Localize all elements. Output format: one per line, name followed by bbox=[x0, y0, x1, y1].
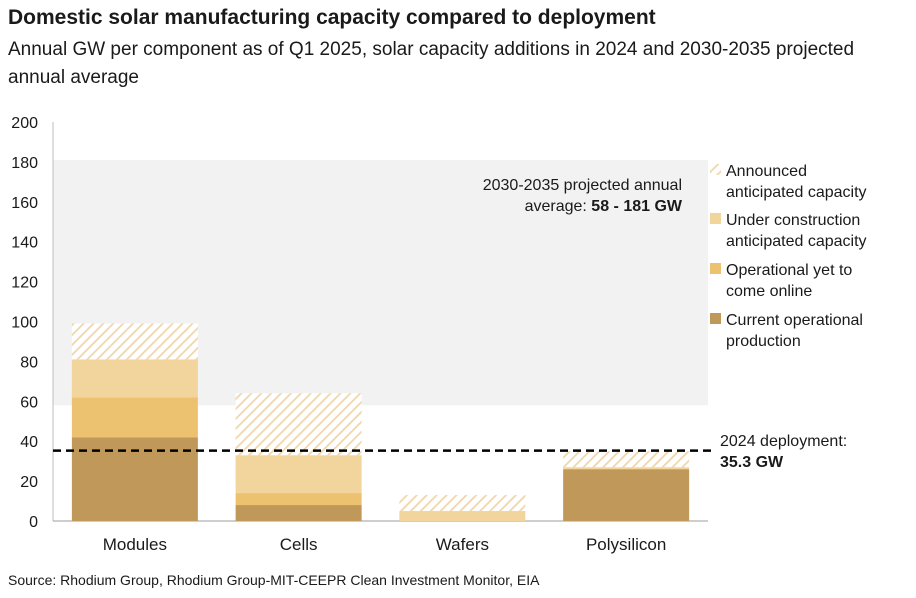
deployment-label-line2: 35.3 GW bbox=[720, 454, 784, 471]
bar-segment-cells-3 bbox=[235, 393, 362, 456]
bar-segment-modules-1 bbox=[71, 397, 198, 438]
bar-segment-modules-3 bbox=[71, 323, 198, 360]
band-label-prefix: average: bbox=[525, 198, 592, 215]
bar-segment-cells-0 bbox=[235, 505, 362, 521]
category-label-wafers: Wafers bbox=[436, 535, 489, 554]
deployment-label-line1: 2024 deployment: bbox=[720, 433, 847, 450]
bar-segment-polysilicon-0 bbox=[563, 469, 690, 521]
legend-label-current-2: production bbox=[726, 333, 801, 350]
bar-segment-polysilicon-3 bbox=[563, 451, 690, 468]
legend-swatch-announced bbox=[710, 164, 721, 175]
category-labels: Modules Cells Wafers Polysilicon bbox=[103, 535, 667, 554]
legend-label-under-construction-2: anticipated capacity bbox=[726, 233, 867, 250]
y-tick-label: 180 bbox=[11, 155, 38, 172]
y-tick-label: 20 bbox=[20, 474, 38, 491]
category-label-modules: Modules bbox=[103, 535, 167, 554]
legend-label-announced-2: anticipated capacity bbox=[726, 184, 867, 201]
y-tick-label: 160 bbox=[11, 195, 38, 212]
bar-segment-cells-1 bbox=[235, 493, 362, 506]
y-tick-label: 140 bbox=[11, 235, 38, 252]
y-tick-label: 40 bbox=[20, 434, 38, 451]
band-label-range: 58 - 181 GW bbox=[591, 198, 683, 215]
band-label-line1: 2030-2035 projected annual bbox=[483, 177, 682, 194]
bar-segment-polysilicon-2 bbox=[563, 467, 690, 470]
category-label-cells: Cells bbox=[280, 535, 318, 554]
legend-label-announced-1: Announced bbox=[726, 163, 807, 180]
bar-segment-modules-2 bbox=[71, 359, 198, 398]
legend-swatch-yet-to-come bbox=[710, 263, 721, 274]
y-tick-label: 200 bbox=[11, 115, 38, 132]
bar-segment-wafers-3 bbox=[399, 495, 526, 512]
chart-subtitle: Annual GW per component as of Q1 2025, s… bbox=[8, 39, 855, 88]
y-axis-ticks: 0 20 40 60 80 100 120 140 160 180 200 bbox=[11, 115, 38, 531]
bar-segment-cells-2 bbox=[235, 455, 362, 494]
y-tick-label: 120 bbox=[11, 275, 38, 292]
y-tick-label: 60 bbox=[20, 394, 38, 411]
legend: Announced anticipated capacity Under con… bbox=[710, 163, 867, 350]
legend-swatch-current bbox=[710, 313, 721, 324]
source-note: Source: Rhodium Group, Rhodium Group-MIT… bbox=[8, 572, 540, 588]
band-label-line2: average: 58 - 181 GW bbox=[525, 198, 683, 215]
category-label-polysilicon: Polysilicon bbox=[586, 535, 666, 554]
y-tick-label: 0 bbox=[29, 514, 38, 531]
legend-label-yet-to-come-2: come online bbox=[726, 283, 812, 300]
bar-segment-wafers-2 bbox=[399, 511, 526, 521]
legend-label-under-construction-1: Under construction bbox=[726, 212, 860, 229]
y-tick-label: 100 bbox=[11, 315, 38, 332]
chart-title: Domestic solar manufacturing capacity co… bbox=[8, 6, 656, 29]
y-tick-label: 80 bbox=[20, 354, 38, 371]
legend-label-yet-to-come-1: Operational yet to bbox=[726, 262, 852, 279]
legend-swatch-under-construction bbox=[710, 213, 721, 224]
legend-label-current-1: Current operational bbox=[726, 312, 863, 329]
